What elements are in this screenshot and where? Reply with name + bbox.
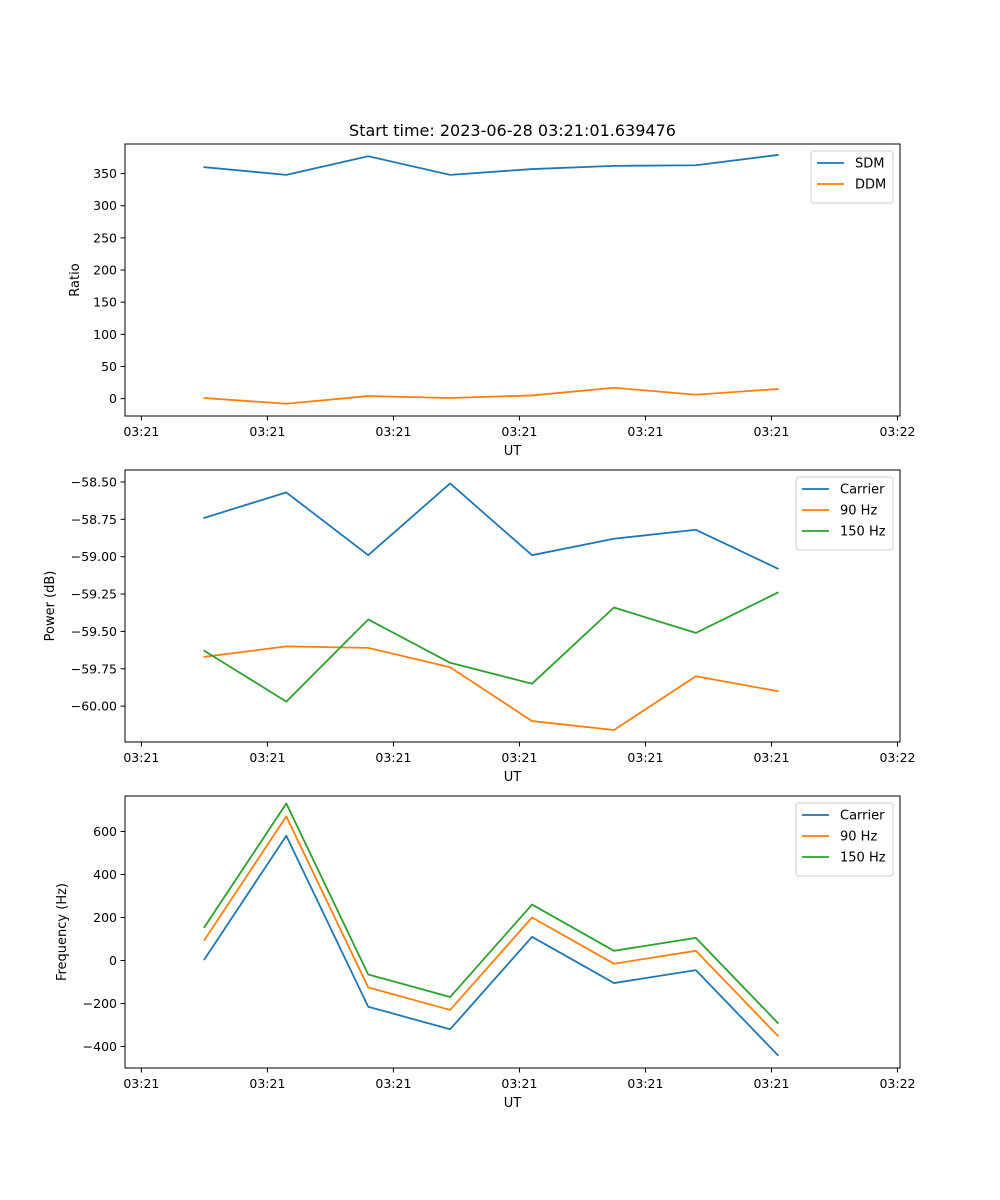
y-tick-label: 150: [93, 295, 117, 310]
legend-label: 90 Hz: [840, 830, 877, 845]
x-tick-label: 03:21: [249, 424, 285, 439]
legend: Carrier 90 Hz 150 Hz: [795, 476, 894, 551]
x-tick-label: 03:21: [123, 1076, 159, 1091]
x-tick-label: 03:21: [753, 424, 789, 439]
y-tick-label: 0: [109, 953, 117, 968]
y-tick-label: 250: [93, 230, 117, 245]
x-axis-label: UT: [504, 770, 522, 785]
x-tick-label: 03:21: [375, 750, 411, 765]
y-tick-label: 300: [93, 198, 117, 213]
series-line-150-hz: [203, 802, 780, 1025]
series-line-150-hz: [203, 591, 779, 703]
y-tick-label: −58.75: [71, 512, 117, 527]
figure-title: Start time: 2023-06-28 03:21:01.639476: [349, 121, 676, 140]
x-axis-label: UT: [504, 444, 522, 459]
series-line-90-hz: [203, 645, 779, 731]
y-tick-label: −400: [83, 1039, 117, 1054]
x-tick-label: 03:21: [627, 750, 663, 765]
series-line-sdm: [203, 153, 779, 176]
x-tick-label: 03:21: [753, 1076, 789, 1091]
x-axis-label: UT: [504, 1096, 522, 1111]
legend-label: Carrier: [840, 483, 885, 498]
y-tick-label: 400: [93, 867, 117, 882]
series-line-ddm: [203, 386, 779, 405]
y-axis-label: Frequency (Hz): [55, 883, 70, 981]
series-line-carrier: [203, 482, 779, 570]
y-tick-label: −59.50: [71, 624, 117, 639]
y-tick-label: −59.75: [71, 661, 117, 676]
legend-label: 150 Hz: [840, 851, 886, 866]
legend-label: SDM: [855, 157, 884, 172]
x-tick-label: 03:21: [753, 750, 789, 765]
panel-2: 03:21 03:21 03:21 03:21 03:21 03:21 03:22 −60.0…: [43, 469, 915, 785]
y-tick-label: 50: [101, 359, 117, 374]
legend: SDM DDM: [810, 150, 894, 204]
x-tick-label: 03:21: [375, 1076, 411, 1091]
x-tick-label: 03:22: [879, 1076, 915, 1091]
y-axis-label: Ratio: [68, 263, 83, 296]
x-tick-label: 03:21: [627, 1076, 663, 1091]
y-tick-label: 0: [109, 391, 117, 406]
y-axis-label: Power (dB): [43, 571, 58, 642]
x-tick-label: 03:21: [375, 424, 411, 439]
y-tick-label: −200: [83, 996, 117, 1011]
y-tick-label: 200: [93, 263, 117, 278]
series-line-carrier: [203, 834, 780, 1057]
x-tick-label: 03:21: [123, 424, 159, 439]
legend-box: [810, 150, 894, 204]
series-line-90-hz: [203, 815, 780, 1038]
x-tick-label: 03:21: [501, 1076, 537, 1091]
y-tick-label: 200: [93, 910, 117, 925]
legend: Carrier 90 Hz 150 Hz: [795, 802, 894, 877]
legend-label: Carrier: [840, 809, 885, 824]
y-tick-label: −58.50: [71, 474, 117, 489]
panel-1: 03:21 03:21 03:21 03:21 03:21 03:21 03:22 0 50 10…: [68, 143, 915, 459]
y-tick-label: −59.00: [71, 549, 117, 564]
x-tick-label: 03:21: [501, 750, 537, 765]
legend-label: 150 Hz: [840, 525, 886, 540]
legend-label: DDM: [855, 178, 886, 193]
x-tick-label: 03:21: [249, 1076, 285, 1091]
y-tick-label: −60.00: [71, 699, 117, 714]
x-tick-label: 03:21: [123, 750, 159, 765]
x-tick-label: 03:22: [879, 424, 915, 439]
y-tick-label: 100: [93, 327, 117, 342]
x-tick-label: 03:21: [249, 750, 285, 765]
y-tick-label: 600: [93, 824, 117, 839]
y-tick-label: −59.25: [71, 587, 117, 602]
x-tick-label: 03:21: [627, 424, 663, 439]
y-tick-label: 350: [93, 166, 117, 181]
legend-label: 90 Hz: [840, 504, 877, 519]
plot-frame: [124, 795, 901, 1069]
plot-frame: [124, 469, 901, 743]
plot-frame: [124, 143, 901, 417]
panel-3: 03:21 03:21 03:21 03:21 03:21 03:21 03:22 −400 −…: [55, 795, 915, 1111]
x-tick-label: 03:22: [879, 750, 915, 765]
x-tick-label: 03:21: [501, 424, 537, 439]
